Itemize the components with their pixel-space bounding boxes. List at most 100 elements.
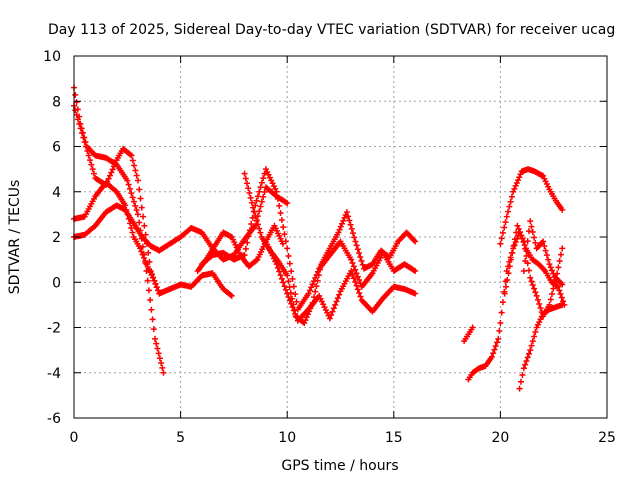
data-point (277, 272, 284, 279)
data-point (148, 306, 155, 313)
data-point (328, 312, 335, 319)
data-point (548, 291, 555, 298)
y-tick-label: 8 (52, 94, 61, 110)
data-point (242, 245, 249, 252)
data-point (257, 203, 264, 210)
data-point (127, 151, 134, 158)
data-point (256, 188, 263, 195)
data-point (541, 243, 548, 250)
data-point (250, 208, 257, 215)
data-point (527, 274, 534, 281)
data-point (133, 207, 140, 214)
data-point (254, 221, 261, 228)
data-point (547, 296, 554, 303)
data-point (557, 251, 564, 258)
data-point (560, 298, 567, 305)
data-point (501, 290, 508, 297)
data-point (108, 169, 115, 176)
y-axis-ticks: -6 -4 -2 0 2 4 6 8 10 (43, 49, 607, 427)
data-point (511, 185, 518, 192)
data-point (145, 287, 152, 294)
data-point (256, 225, 263, 232)
data-point (343, 209, 350, 216)
data-point (352, 278, 359, 285)
data-point (348, 267, 355, 274)
data-point (248, 220, 255, 227)
data-point (524, 238, 531, 245)
data-point (125, 181, 132, 188)
data-point (85, 152, 92, 159)
data-point (277, 209, 284, 216)
data-point (502, 219, 509, 226)
data-point (545, 256, 552, 263)
data-point (529, 338, 536, 345)
data-point (160, 369, 167, 376)
data-point (139, 251, 146, 258)
data-point (543, 252, 550, 259)
data-point (288, 268, 295, 275)
series-track-10 (497, 166, 566, 247)
data-point (506, 203, 513, 210)
data-point (138, 204, 145, 211)
data-point (356, 276, 363, 283)
data-point (309, 281, 316, 288)
data-point (278, 217, 285, 224)
data-point (246, 190, 253, 197)
data-point (534, 296, 541, 303)
data-point (528, 278, 535, 285)
data-point (126, 185, 133, 192)
data-point (151, 277, 158, 284)
x-tick-label: 0 (70, 430, 79, 446)
data-point (520, 267, 527, 274)
data-point (498, 309, 505, 316)
data-point (510, 188, 517, 195)
data-point (312, 288, 319, 295)
data-point (345, 213, 352, 220)
data-point (132, 202, 139, 209)
data-point (348, 225, 355, 232)
data-point (78, 129, 85, 136)
data-point (337, 223, 344, 230)
data-point (501, 224, 508, 231)
series-track-8 (262, 238, 419, 324)
data-point (106, 172, 113, 179)
data-point (308, 284, 315, 291)
x-tick-label: 15 (385, 430, 403, 446)
data-point (258, 198, 265, 205)
data-point (134, 211, 141, 218)
data-point (353, 242, 360, 249)
data-point (528, 342, 535, 349)
data-point (260, 193, 267, 200)
data-point (546, 261, 553, 268)
data-point (245, 185, 252, 192)
y-tick-label: 4 (52, 185, 61, 201)
data-point (522, 257, 529, 264)
x-tick-label: 5 (176, 430, 185, 446)
data-point (314, 268, 321, 275)
data-point (140, 213, 147, 220)
data-point (511, 242, 518, 249)
data-point (511, 236, 518, 243)
data-point (554, 270, 561, 277)
data-point (358, 257, 365, 264)
y-tick-label: 2 (52, 230, 61, 246)
x-tick-label: 10 (278, 430, 296, 446)
data-point (280, 279, 287, 286)
data-point (339, 220, 346, 227)
data-point (359, 261, 366, 268)
data-point (274, 195, 281, 202)
data-point (412, 238, 419, 245)
data-point (348, 256, 355, 263)
data-point (412, 267, 419, 274)
data-point (131, 162, 138, 169)
data-point (134, 177, 141, 184)
data-point (346, 217, 353, 224)
data-point (336, 226, 343, 233)
data-point (286, 260, 293, 267)
data-point (249, 214, 256, 221)
data-point (282, 238, 289, 245)
data-point (82, 143, 89, 150)
data-point (505, 270, 512, 277)
data-point (492, 343, 499, 350)
data-point (159, 364, 166, 371)
